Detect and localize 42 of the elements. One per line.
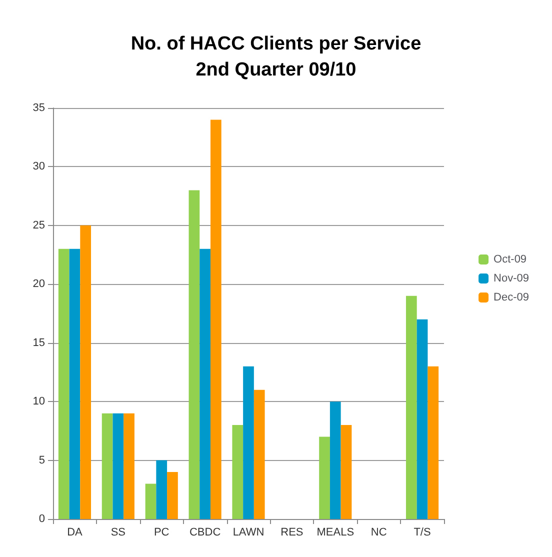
bar <box>416 319 428 519</box>
bar <box>210 120 222 519</box>
bar <box>188 190 200 519</box>
x-tick-label: DA <box>67 526 84 538</box>
bar <box>156 460 168 519</box>
bar <box>319 436 330 519</box>
bar <box>112 413 124 519</box>
bar <box>102 413 113 519</box>
bar <box>167 472 178 519</box>
chart-title: No. of HACC Clients per Service 2nd Quarter 09/10 <box>130 34 422 80</box>
bar <box>80 225 92 519</box>
bar <box>124 413 134 519</box>
x-tick-label: SS <box>110 526 126 538</box>
x-tick-label: MEALS <box>316 526 354 538</box>
legend-label: Dec-09 <box>494 292 530 304</box>
bar <box>69 248 80 519</box>
bar <box>254 390 265 519</box>
x-tick-label: T/S <box>414 526 431 538</box>
y-tick-label: 20 <box>32 278 45 290</box>
legend-label: Nov-09 <box>494 272 530 284</box>
y-tick-label: 5 <box>38 454 45 466</box>
bar <box>145 484 156 519</box>
bar <box>340 425 352 519</box>
bar <box>330 402 341 519</box>
x-tick-label: PC <box>154 526 170 538</box>
y-tick-label: 15 <box>32 336 45 349</box>
bar <box>428 366 439 519</box>
x-tick-label: NC <box>370 526 387 538</box>
bar <box>58 248 70 519</box>
bar <box>406 296 417 519</box>
y-tick-label: 30 <box>32 160 45 173</box>
y-tick-label: 35 <box>32 102 45 114</box>
y-tick-label: 0 <box>38 513 45 525</box>
y-tick-label: 25 <box>32 219 45 232</box>
x-tick-label: LAWN <box>232 526 264 538</box>
y-tick-label: 10 <box>32 396 45 408</box>
bar <box>232 425 244 519</box>
x-tick-label: CBDC <box>189 526 221 538</box>
legend-label: Oct-09 <box>494 254 527 266</box>
bar <box>243 366 254 519</box>
x-tick-label: RES <box>280 526 304 538</box>
bar <box>200 248 210 519</box>
